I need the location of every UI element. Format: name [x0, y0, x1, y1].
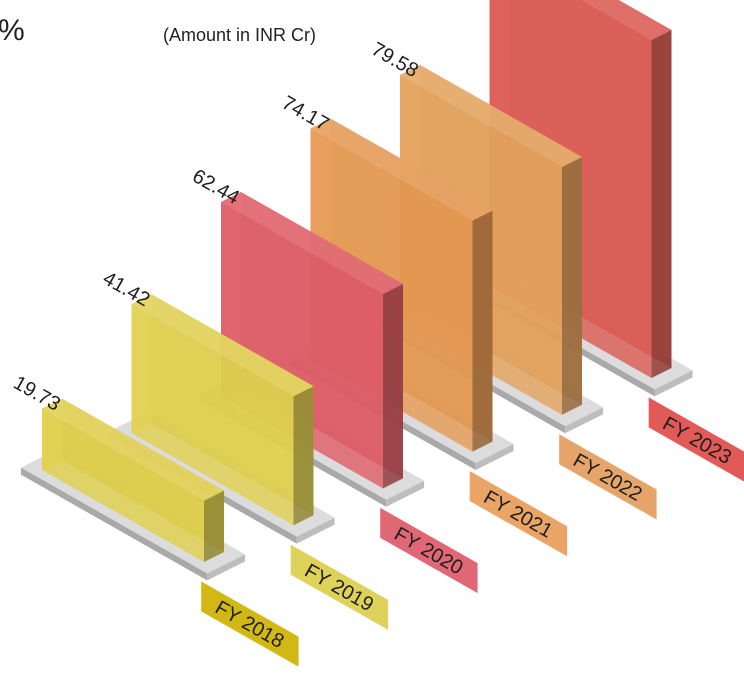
bar-face-top — [221, 192, 403, 294]
bar-face-end — [204, 490, 224, 562]
base-plate-edge — [565, 407, 604, 434]
bar-face-top — [581, 0, 672, 40]
value-label: 62.44 — [189, 165, 243, 209]
value-label: 74.17 — [278, 92, 332, 136]
base-plate-edge — [20, 467, 208, 581]
value-label: 41.42 — [99, 267, 153, 311]
category-ribbon — [380, 507, 478, 594]
bar-face-end — [472, 210, 493, 452]
category-ribbon — [648, 397, 744, 482]
category-ribbon — [290, 544, 389, 630]
bar-face-end — [651, 30, 672, 378]
value-label: 19.73 — [10, 372, 64, 416]
bar-face-long — [42, 408, 204, 562]
base-plate-edge — [296, 517, 335, 544]
bar-face-top — [131, 294, 314, 397]
base-plate-edge — [654, 370, 693, 397]
base-plate-edge — [475, 444, 514, 470]
bar-face-top — [310, 118, 493, 221]
bar-face-top — [400, 65, 582, 167]
bar-face-top — [42, 398, 224, 501]
base-plate-edge — [386, 480, 425, 507]
bar-face-long — [131, 304, 294, 526]
bar-face-end — [562, 157, 582, 415]
category-ribbon — [201, 581, 299, 667]
value-label: 79.58 — [368, 38, 422, 82]
bar-face-end — [293, 386, 314, 526]
chart-subtitle: (Amount in INR Cr) — [163, 25, 317, 45]
bar-face-end — [383, 284, 403, 489]
category-ribbon — [559, 434, 657, 520]
title-fragment: % — [0, 14, 25, 47]
base-plate-edge — [207, 554, 246, 581]
category-ribbon — [469, 471, 568, 557]
